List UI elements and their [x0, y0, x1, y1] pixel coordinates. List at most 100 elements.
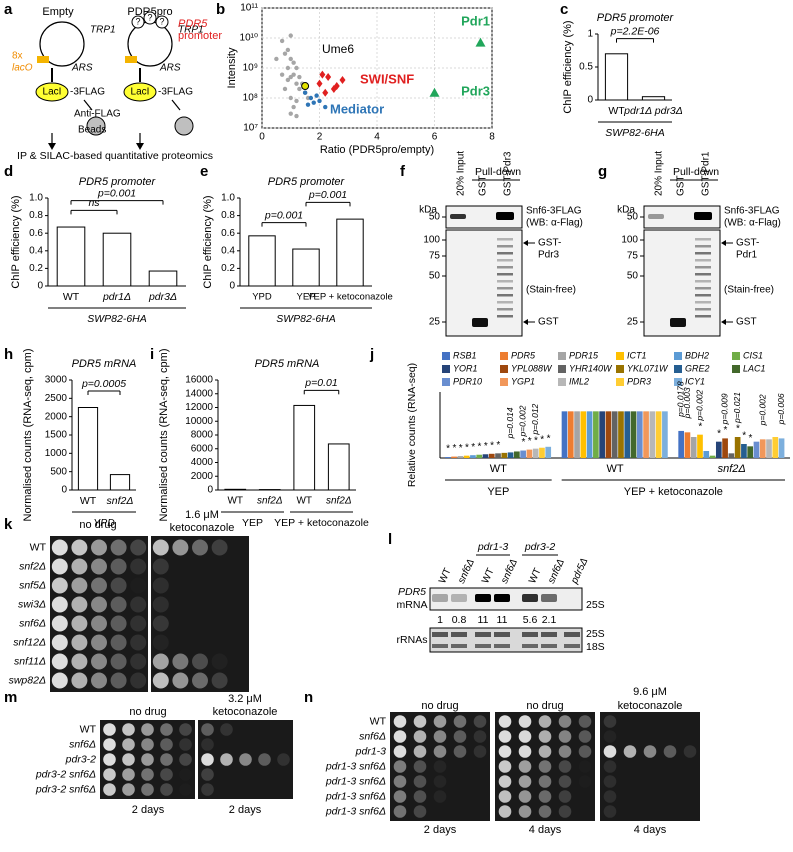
chart-title: PDR5 promoter [79, 176, 157, 188]
quantification: 11 [478, 614, 489, 626]
point [308, 95, 314, 101]
colony-spot [393, 745, 407, 758]
lane-label: snf6Δ [499, 557, 520, 585]
title: Empty [42, 6, 74, 18]
bar [476, 454, 483, 458]
band [522, 594, 538, 602]
legend-label: BDH2 [685, 350, 709, 360]
annotation: p=0.003 [682, 387, 692, 419]
point [285, 65, 291, 71]
y-tick-label: 1.0 [221, 193, 235, 204]
point [322, 88, 329, 97]
colony-spot [393, 775, 407, 788]
colony-spot [110, 653, 127, 670]
x-tick-label: WT [296, 496, 312, 507]
legend-swatch [674, 378, 682, 386]
colony-spot [498, 790, 512, 803]
colony-spot [122, 738, 135, 751]
band [695, 287, 711, 290]
label: ARS [71, 63, 93, 74]
legend-label: PDR10 [453, 376, 482, 386]
colony-spot [201, 723, 214, 736]
panel-label: a [4, 1, 13, 18]
annotation: Pdr3 [461, 83, 490, 98]
x-tick-label: WT [608, 105, 625, 117]
colony-spot [110, 596, 127, 613]
significance-marker: * [484, 441, 488, 452]
colony-spot [51, 672, 68, 689]
colony-spot [498, 730, 512, 743]
colony-spot [239, 753, 252, 766]
colony-spot [558, 775, 572, 788]
colony-spot [683, 745, 697, 758]
colony-spot [122, 783, 135, 796]
band [497, 287, 513, 290]
colony-spot [603, 775, 617, 788]
arrowhead [523, 319, 528, 325]
label: kDa [617, 205, 635, 216]
colony-spot [51, 615, 68, 632]
marker-label: 50 [429, 271, 441, 282]
panel-label: m [4, 689, 17, 706]
colony-spot [220, 753, 233, 766]
colony-spot [91, 653, 107, 670]
bar [520, 450, 526, 458]
colony-spot [152, 672, 169, 689]
label: Snf6-3FLAG [724, 206, 780, 217]
colony-spot [152, 634, 169, 651]
point [297, 86, 302, 92]
label: Pull-down [673, 166, 719, 178]
colony-spot [518, 745, 532, 758]
bar [586, 411, 593, 458]
legend-swatch [558, 352, 566, 360]
point [291, 72, 296, 77]
colony-spot [172, 672, 189, 689]
colony-spot [103, 723, 116, 736]
strain-label: snf5Δ [19, 579, 46, 591]
point [305, 102, 311, 107]
label: mRNA [397, 599, 428, 611]
marker-label: 50 [429, 212, 441, 223]
bar [336, 218, 364, 287]
colony-spot [172, 653, 189, 670]
colony-spot [201, 738, 214, 751]
y-tick-label: 12000 [185, 402, 213, 413]
significance-marker: * [528, 436, 532, 447]
colony-spot [130, 578, 146, 594]
legend-swatch [732, 365, 740, 373]
band [648, 214, 664, 219]
bar [567, 411, 574, 458]
annotation: ns [88, 197, 100, 209]
colony-spot [518, 715, 532, 728]
y-tick-label: 1500 [45, 430, 68, 441]
x-tick-label: YPD [252, 292, 272, 303]
colony-spot [413, 745, 427, 758]
strain-label: pdr1-3 [355, 745, 387, 757]
colony-spot [141, 768, 154, 781]
strain-label: pdr1-3 snf6Δ [325, 775, 386, 787]
colony-spot [152, 577, 169, 594]
panel-label: h [4, 346, 13, 363]
label: 3.2 μM [228, 693, 262, 705]
band [695, 315, 711, 318]
point [282, 86, 288, 92]
laco-site [125, 56, 137, 63]
colony-spot [51, 577, 68, 594]
label: (Stain-free) [526, 285, 576, 296]
band [695, 266, 711, 269]
colony-spot [71, 539, 88, 556]
label: LacI [131, 87, 150, 98]
colony-spot [130, 653, 147, 670]
annotation: p=0.006 [776, 393, 786, 425]
bar [759, 439, 766, 458]
colony-spot [220, 723, 233, 736]
colony-spot [518, 730, 532, 743]
panel-label: i [150, 346, 154, 363]
panel-label: g [598, 163, 607, 180]
colony-spot [578, 745, 592, 758]
point [285, 47, 291, 53]
annotation: p=0.001 [264, 209, 303, 221]
label: IP & SILAC-based quantitative proteomics [17, 150, 213, 162]
colony-spot [71, 615, 88, 632]
colony-spot [603, 760, 617, 773]
